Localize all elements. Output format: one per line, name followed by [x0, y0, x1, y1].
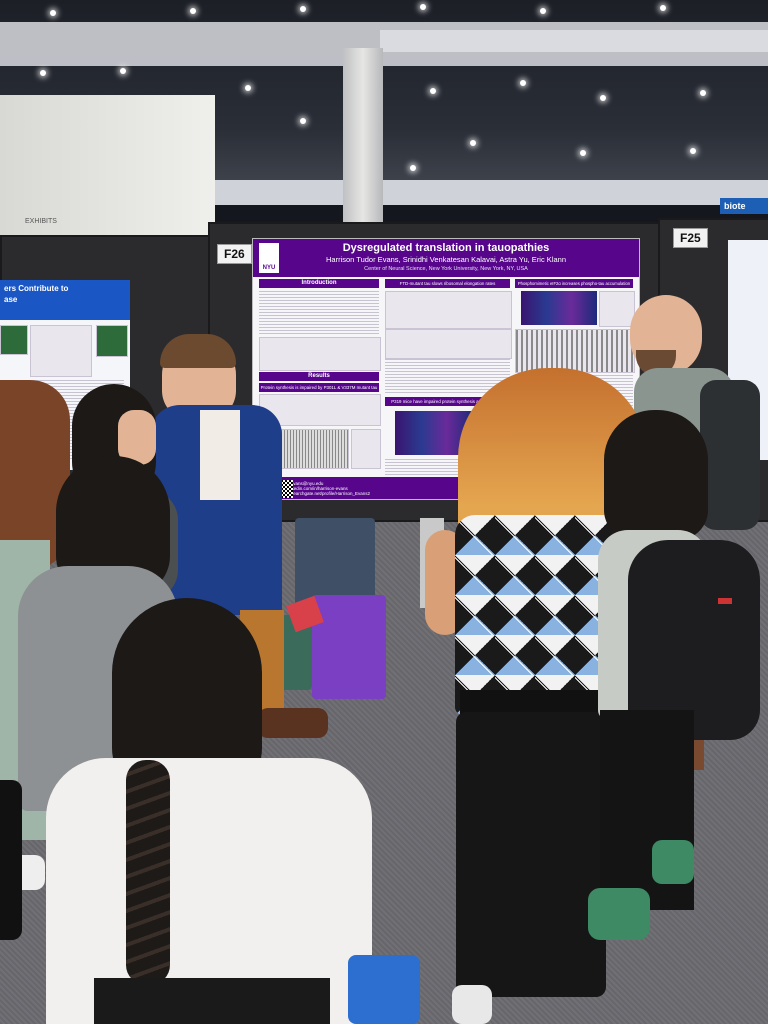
exhibit-sign: biote	[720, 198, 768, 214]
middle-text	[385, 359, 510, 393]
poster-main: NYU Dysregulated translation in tauopath…	[252, 238, 640, 500]
nyu-torch-logo: NYU	[259, 243, 279, 273]
footer-line: h.evans@nyu.edu	[287, 481, 324, 486]
ceiling-light	[420, 4, 426, 10]
ceiling-light	[300, 118, 306, 124]
ceiling-light	[430, 88, 436, 94]
left-wall	[0, 95, 215, 240]
intro-text	[259, 291, 379, 335]
poster-authors: Harrison Tudor Evans, Srinidhi Venkatesa…	[326, 255, 566, 264]
phospho-graph	[599, 291, 635, 327]
edge-person	[0, 780, 22, 940]
ceiling-light	[50, 10, 56, 16]
section-introduction: Introduction	[259, 279, 379, 288]
poster-left-title: ers Contribute to	[4, 284, 69, 293]
results-graph	[351, 429, 381, 469]
section-results: Results	[259, 372, 379, 381]
green-shoe	[588, 888, 650, 940]
ceiling-light	[245, 85, 251, 91]
subhead-phosphomimetic: Phosphomimetic eIF2α increases phospho-t…	[515, 279, 633, 288]
attendee-face	[118, 410, 156, 465]
poster-left-figure	[30, 325, 92, 377]
backpack-logo	[718, 598, 732, 604]
sneaker	[452, 985, 492, 1024]
backpack-grey	[700, 380, 760, 530]
subhead-p319: P319 mice have impaired protein synthesi…	[385, 397, 510, 406]
ceiling-light	[410, 165, 416, 171]
ceiling-light	[580, 150, 586, 156]
footer-line: linkedin.com/in/harrison-evans	[287, 486, 348, 491]
presenter-shirt	[200, 410, 240, 500]
phospho-microscopy	[521, 291, 597, 325]
ceiling-light	[700, 90, 706, 96]
pillar	[343, 48, 383, 233]
subhead-protein-synthesis: Protein synthesis is impaired by P301L &…	[259, 383, 379, 392]
footer-line: researchgate.net/profile/Harrison_Evans2	[287, 491, 371, 496]
ceiling-light	[690, 148, 696, 154]
black-bag	[94, 978, 330, 1024]
poster-left-figure	[96, 325, 128, 357]
poster-header: NYU Dysregulated translation in tauopath…	[253, 239, 639, 277]
ceiling-light	[40, 70, 46, 76]
results-figure	[259, 394, 381, 426]
black-jeans	[456, 712, 606, 997]
wall-sign: EXHIBITS	[25, 218, 57, 225]
ceiling-light	[520, 80, 526, 86]
poster-left-title-2: ase	[4, 295, 18, 304]
poster-left-header: ers Contribute to ase	[0, 280, 130, 320]
footer-contacts: h.evans@nyu.edu linkedin.com/in/harrison…	[287, 481, 370, 496]
subhead-ftd-tau: FTD-mutant tau slows ribosomal elongatio…	[385, 279, 510, 288]
poster-left-figure	[0, 325, 28, 355]
board-number-tag-right: F25	[673, 228, 708, 248]
ftd-figure	[385, 291, 512, 329]
poster-title: Dysregulated translation in tauopathies	[342, 242, 550, 254]
presenter-hair	[160, 334, 236, 368]
ceiling-light	[300, 6, 306, 12]
purple-tote-bag	[312, 595, 386, 699]
ceiling-light	[600, 95, 606, 101]
person-background-jeans	[295, 518, 375, 608]
presenter-shoe	[258, 708, 328, 738]
attendee-hair	[604, 410, 708, 540]
ceiling-light	[540, 8, 546, 14]
blue-tote	[348, 955, 420, 1024]
board-number-tag: F26	[217, 244, 252, 264]
ceiling-light	[120, 68, 126, 74]
black-backpack	[628, 540, 760, 740]
ceiling-light	[190, 8, 196, 14]
phospho-blot	[515, 329, 635, 373]
poster-affiliation: Center of Neural Science, New York Unive…	[364, 266, 528, 272]
green-shoe	[652, 840, 694, 884]
western-blot-figure	[277, 429, 349, 469]
ceiling-light	[470, 140, 476, 146]
intro-figure	[259, 337, 381, 371]
braid-front	[126, 760, 170, 985]
ceiling-light	[660, 5, 666, 11]
ftd-graphs	[385, 329, 512, 359]
ceiling-beam-right	[380, 30, 768, 52]
